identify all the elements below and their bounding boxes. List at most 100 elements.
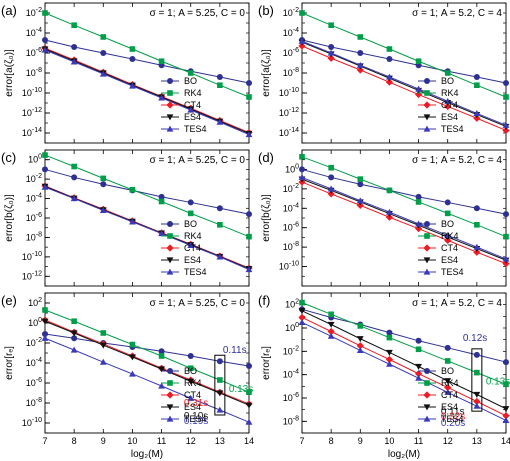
legend-marker: [424, 380, 430, 386]
data-point: [502, 412, 510, 420]
y-tick-label: 102: [285, 299, 299, 310]
data-point: [100, 175, 107, 182]
data-point: [158, 230, 165, 237]
panel-label: (f): [258, 293, 270, 308]
data-point: [444, 210, 451, 217]
data-point: [70, 330, 78, 337]
x-tick-label: 13: [215, 436, 225, 446]
data-point: [415, 363, 422, 370]
legend-label: TES4: [184, 414, 207, 424]
data-point: [444, 344, 451, 351]
series-line: [301, 40, 507, 126]
y-tick-label: 10-4: [26, 193, 42, 204]
y-tick-label: 10-10: [22, 251, 42, 262]
legend-marker: [166, 415, 174, 422]
data-point: [187, 199, 194, 206]
series-line: [301, 39, 507, 84]
data-point: [415, 346, 422, 353]
data-point: [356, 197, 364, 204]
data-point: [415, 199, 422, 205]
data-point: [187, 70, 194, 76]
data-point: [216, 73, 223, 80]
legend-marker: [167, 380, 173, 386]
x-tick-label: 11: [157, 436, 166, 446]
data-point: [187, 365, 194, 372]
data-point: [100, 50, 107, 56]
series-es4: [298, 308, 510, 413]
data-point: [357, 176, 364, 182]
legend-label: BO: [441, 219, 454, 229]
legend-marker: [166, 257, 174, 264]
legend-label: RK4: [441, 231, 459, 241]
data-point: [473, 73, 480, 80]
data-point: [129, 354, 136, 361]
legend-marker: [167, 368, 173, 374]
legend: BO RK4 CT4 ES4 TES4: [161, 76, 207, 134]
data-point: [71, 174, 78, 181]
legend: BO RK4 CT4 ES4 TES4: [418, 366, 464, 424]
legend-marker: [166, 404, 174, 411]
y-tick-label: 10-10: [22, 87, 42, 98]
timing-annotation: 0.13s: [486, 377, 510, 388]
data-point: [187, 106, 195, 113]
x-tick-label: 8: [72, 436, 77, 446]
legend-marker: [166, 125, 174, 132]
data-point: [502, 126, 510, 135]
plot-title: σ = 1; A = 5.2, C = 4: [412, 298, 502, 309]
y-tick-label: 10-6: [26, 377, 42, 388]
data-point: [246, 389, 252, 396]
series-line: [44, 12, 250, 98]
y-tick-label: 100: [285, 322, 299, 333]
series-bo: [42, 166, 252, 218]
legend-label: CT4: [441, 243, 458, 253]
data-point: [444, 232, 452, 239]
data-point: [502, 260, 510, 268]
plot-frame: [44, 149, 250, 287]
panel-c: (c) 100 10-2 10-4 10-6 10-8 10-10 10-12 error[b(…: [1, 149, 253, 287]
y-axis-label: error[b(ζ₀)]: [4, 194, 15, 242]
data-point: [473, 351, 480, 358]
y-tick-label: 10-8: [283, 415, 299, 426]
panel-f: (f) 7 8 9 10 11 12 13 14 102 100 10-2 10-4 10-6 10-8 er…: [258, 292, 510, 460]
data-point: [217, 221, 223, 228]
series-ct4: [298, 42, 510, 135]
data-point: [386, 334, 393, 341]
data-point: [473, 110, 481, 117]
data-point: [71, 22, 77, 29]
data-point: [502, 255, 510, 262]
data-point: [187, 394, 195, 401]
legend-label: TES4: [184, 267, 207, 277]
y-tick-label: 100: [28, 154, 42, 165]
x-tick-label: 14: [501, 436, 510, 446]
y-tick-label: 10-2: [283, 345, 299, 356]
series-rk4: [299, 153, 509, 240]
data-point: [42, 152, 48, 158]
series-line: [301, 181, 507, 265]
legend: BO RK4 CT4 ES4 TES4: [418, 219, 464, 277]
data-point: [473, 243, 481, 250]
legend-marker: [423, 391, 431, 399]
data-point: [503, 359, 509, 366]
legend-marker: [424, 90, 430, 96]
data-point: [41, 318, 49, 325]
legend-marker: [423, 114, 431, 121]
data-point: [129, 341, 136, 348]
timing-annotation: 0.11s: [441, 406, 465, 417]
y-tick-label: 10-2: [26, 7, 42, 18]
legend-label: TES4: [441, 267, 464, 277]
y-tick-label: 10-4: [283, 27, 299, 38]
series-tes4: [298, 174, 510, 262]
data-point: [474, 82, 480, 89]
legend-marker: [424, 233, 430, 239]
data-point: [99, 207, 107, 214]
legend-marker: [423, 415, 431, 422]
data-point: [503, 381, 509, 388]
data-point: [99, 358, 107, 365]
data-point: [70, 58, 78, 65]
y-tick-label: 10-4: [283, 202, 299, 213]
y-tick-label: 10-8: [26, 67, 42, 78]
data-point: [246, 80, 252, 86]
data-point: [357, 181, 364, 188]
legend-label: CT4: [441, 100, 458, 110]
